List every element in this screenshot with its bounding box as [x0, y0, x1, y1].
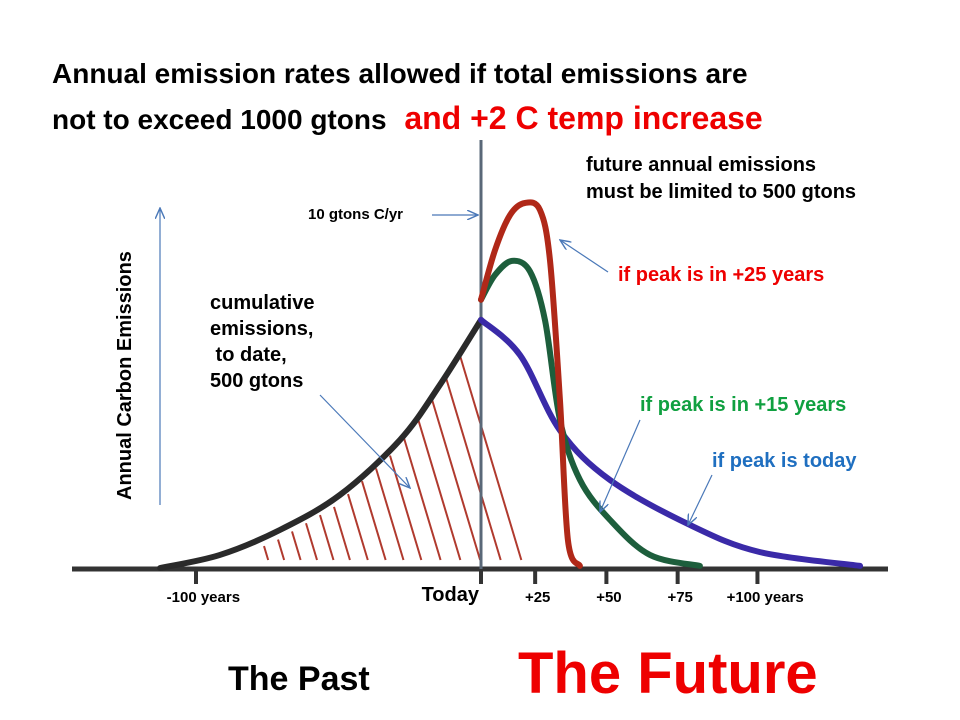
x-tick-label: +50 — [596, 589, 622, 606]
hatch-line — [319, 514, 335, 561]
future-note-line2: must be limited to 500 gtons — [586, 181, 857, 203]
cumulative-hatching — [263, 355, 523, 561]
series-past-emissions — [157, 316, 484, 571]
peak15-arrow — [600, 419, 641, 512]
hatch-line — [291, 531, 302, 561]
hatch-line — [445, 377, 502, 561]
cumulative-note: cumulative emissions, to date, 500 gtons — [210, 290, 314, 394]
hatch-line — [389, 455, 423, 561]
hatch-line — [431, 399, 482, 561]
title-line2-red: and +2 C temp increase — [404, 100, 763, 136]
title-line2-text: not to exceed 1000 gtons — [52, 104, 387, 135]
series-if-peak-is-in-25-years — [478, 199, 583, 569]
hatch-line — [347, 493, 369, 561]
hatch-line — [403, 437, 442, 561]
future-label: The Future — [518, 641, 818, 706]
title-line2: not to exceed 1000 gtons and +2 C temp i… — [52, 100, 763, 137]
y-axis-label: Annual Carbon Emissions — [114, 251, 136, 500]
hatch-line — [375, 468, 405, 561]
x-tick-label: +100 years — [726, 589, 804, 606]
cumulative-line1: cumulative — [210, 292, 315, 314]
peak15-label: if peak is in +15 years — [640, 394, 847, 416]
peak25-label: if peak is in +25 years — [618, 264, 825, 286]
peak-today-arrow — [688, 474, 713, 525]
cumulative-arrow — [319, 394, 410, 488]
x-tick-label: Today — [421, 584, 479, 606]
hatch-line — [277, 539, 286, 561]
series-if-peak-is-in-15-years — [478, 257, 703, 569]
hatch-line — [263, 545, 270, 561]
hatch-line — [459, 355, 523, 561]
cumulative-line2: emissions, — [210, 318, 314, 340]
title-line1: Annual emission rates allowed if total e… — [52, 58, 748, 89]
cumulative-line3: to date, — [210, 344, 287, 366]
hatch-line — [361, 480, 387, 561]
past-label: The Past — [228, 660, 370, 698]
future-note-line1: future annual emissions — [586, 154, 817, 176]
future-note: future annual emissions must be limited … — [586, 152, 856, 206]
cumulative-line4: 500 gtons — [210, 370, 304, 392]
series-if-peak-is-today — [478, 316, 864, 569]
x-tick-label: +25 — [524, 589, 551, 606]
rate-label: 10 gtons C/yr — [308, 206, 404, 223]
hatch-line — [305, 522, 318, 561]
x-tick-label: -100 years — [166, 589, 241, 606]
x-tick-label: +75 — [667, 589, 693, 606]
hatch-line — [417, 418, 462, 561]
peak-today-label: if peak is today — [712, 450, 857, 472]
hatch-line — [333, 506, 351, 561]
peak25-arrow — [560, 240, 609, 273]
